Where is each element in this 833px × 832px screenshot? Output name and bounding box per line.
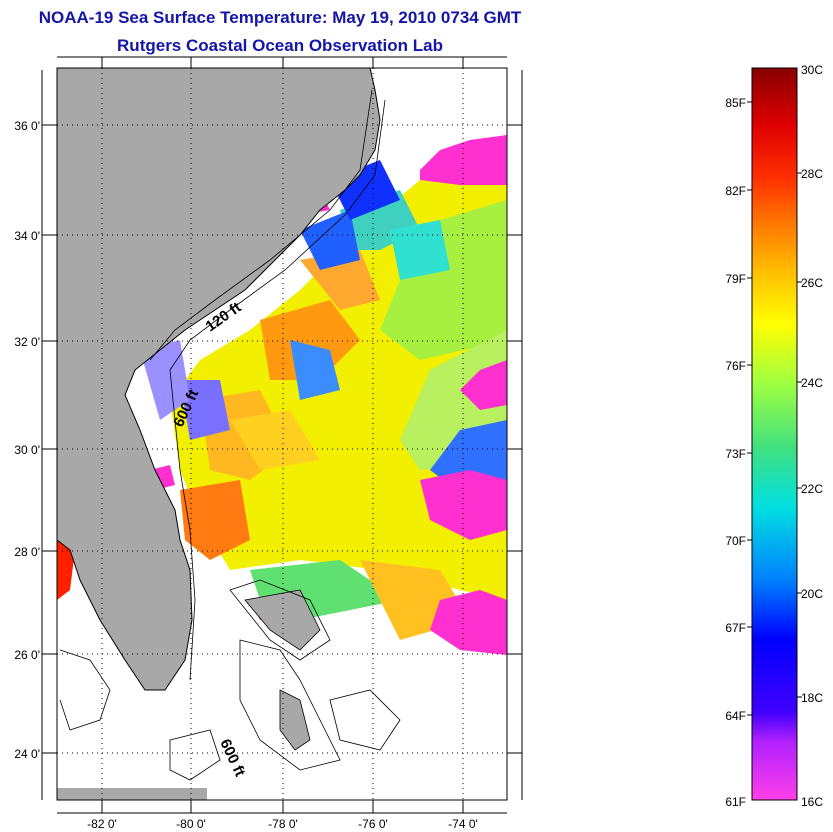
bahamas-island	[244, 589, 321, 651]
lon-label: -78 0'	[268, 817, 298, 831]
colorbar-c-label: 30C	[801, 63, 823, 77]
map-frame	[56, 67, 508, 801]
lat-label: 28 0'	[14, 545, 40, 559]
land-mass	[57, 68, 381, 691]
bathymetry-contours	[59, 89, 401, 781]
lat-label: 32 0'	[14, 335, 40, 349]
graticule	[57, 68, 507, 800]
colorbar-f-label: 73F	[725, 447, 746, 461]
colorbar-f-label: 67F	[725, 621, 746, 635]
lon-label: -76 0'	[358, 817, 388, 831]
colorbar-c-label: 24C	[801, 376, 823, 390]
lat-label: 24 0'	[14, 747, 40, 761]
colorbar-c-label: 28C	[801, 167, 823, 181]
lat-label: 26 0'	[14, 648, 40, 662]
colorbar-f-label: 76F	[725, 359, 746, 373]
colorbar-f-label: 64F	[725, 709, 746, 723]
colorbar-f-label: 85F	[725, 96, 746, 110]
lat-label: 30 0'	[14, 443, 40, 457]
andros-island	[279, 689, 311, 751]
color-bar: 30C 28C 26C 24C 22C 20C 18C 16C 85F 82F …	[725, 63, 823, 809]
colorbar-c-label: 20C	[801, 587, 823, 601]
colorbar-c-label: 18C	[801, 691, 823, 705]
lon-label: -80 0'	[176, 817, 206, 831]
cuba-coast	[57, 788, 207, 800]
lon-label: -82 0'	[87, 817, 117, 831]
colorbar-f-label: 82F	[725, 184, 746, 198]
lat-label: 36 0'	[14, 119, 40, 133]
colorbar-c-label: 22C	[801, 482, 823, 496]
color-bar-gradient	[751, 67, 798, 801]
colorbar-c-label: 26C	[801, 276, 823, 290]
map-subtitle: Rutgers Coastal Ocean Observation Lab	[117, 36, 443, 55]
colorbar-f-label: 70F	[725, 534, 746, 548]
axis-ticks	[41, 56, 523, 814]
colorbar-f-label: 79F	[725, 272, 746, 286]
lon-label: -74 0'	[448, 817, 478, 831]
map-area: 120 ft 600 ft 600 ft	[57, 68, 507, 800]
lat-label: 34 0'	[14, 229, 40, 243]
map-title: NOAA-19 Sea Surface Temperature: May 19,…	[38, 8, 522, 27]
colorbar-f-label: 61F	[725, 795, 746, 809]
colorbar-c-label: 16C	[801, 795, 823, 809]
